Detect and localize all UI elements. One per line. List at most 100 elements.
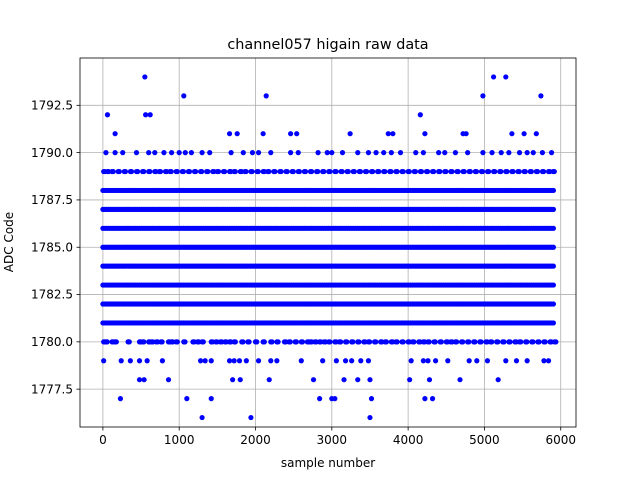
data-point: [299, 339, 306, 345]
data-point: [302, 168, 309, 175]
data-point: [208, 396, 214, 402]
data-point: [407, 377, 413, 383]
data-point: [480, 93, 486, 99]
data-point: [411, 339, 417, 345]
data-point: [208, 358, 214, 364]
data-point: [367, 377, 373, 383]
y-tick-label: 1780.0: [31, 335, 73, 349]
data-point: [390, 131, 396, 137]
data-point: [350, 339, 356, 345]
data-point: [181, 93, 187, 99]
data-point: [443, 168, 449, 175]
data-point: [226, 131, 233, 137]
data-point: [550, 320, 557, 326]
data-point: [135, 168, 141, 175]
data-point: [373, 150, 379, 156]
data-point: [533, 131, 539, 137]
data-point: [232, 339, 238, 345]
data-point: [142, 74, 148, 80]
data-point: [528, 168, 535, 175]
data-point: [207, 150, 213, 156]
data-point: [438, 339, 444, 345]
data-point: [236, 358, 243, 364]
data-point: [518, 339, 524, 345]
data-point: [408, 358, 414, 364]
data-point: [339, 168, 345, 175]
data-point: [507, 339, 513, 345]
data-point: [274, 358, 280, 364]
data-point: [542, 339, 548, 345]
data-point: [461, 168, 467, 175]
data-point: [400, 339, 406, 345]
y-tick-label: 1782.5: [31, 288, 73, 302]
chart-title: channel057 higain raw data: [227, 37, 428, 53]
data-point: [425, 358, 431, 364]
data-point: [550, 263, 557, 269]
data-point: [320, 358, 326, 364]
data-point: [420, 358, 426, 364]
data-point: [339, 150, 346, 156]
data-point: [141, 168, 147, 175]
data-point: [357, 168, 364, 175]
data-point: [429, 396, 436, 402]
data-point: [321, 168, 327, 175]
data-point: [541, 168, 547, 175]
data-point: [174, 339, 180, 345]
x-tick-label: 1000: [164, 433, 195, 447]
data-point: [293, 339, 300, 345]
data-point: [205, 168, 211, 175]
data-point: [165, 377, 172, 383]
data-point: [288, 150, 294, 156]
data-point: [126, 339, 132, 345]
data-point: [263, 93, 269, 99]
data-point: [345, 168, 351, 175]
data-point: [376, 168, 382, 175]
x-tick-label: 0: [99, 433, 107, 447]
data-point: [199, 168, 205, 175]
data-point: [120, 150, 126, 156]
data-point: [136, 377, 143, 383]
data-point: [484, 358, 491, 364]
data-point: [432, 339, 438, 345]
data-point: [222, 168, 228, 175]
data-point: [182, 150, 188, 156]
data-point: [513, 358, 520, 364]
data-point: [199, 414, 205, 421]
data-point: [503, 358, 509, 364]
data-point: [466, 358, 472, 364]
data-point: [268, 150, 274, 156]
data-point: [486, 168, 492, 175]
x-tick-label: 5000: [469, 433, 500, 447]
data-point: [249, 150, 256, 156]
data-point: [255, 358, 262, 364]
data-point: [332, 396, 338, 402]
data-point: [454, 339, 460, 345]
data-point: [442, 150, 448, 156]
data-point: [550, 187, 557, 194]
data-point: [349, 358, 355, 364]
data-point: [122, 168, 129, 175]
data-point: [275, 339, 281, 345]
data-point: [368, 396, 375, 402]
data-point: [112, 150, 118, 156]
data-point: [356, 339, 362, 345]
y-axis-ticks: 1777.5 1780.0 1782.5 1785.0 1787.5 1790.0 1792…: [31, 99, 80, 396]
y-tick-label: 1790.0: [31, 146, 73, 160]
data-point: [510, 168, 516, 175]
data-point: [534, 168, 541, 175]
data-point: [418, 168, 425, 175]
data-point: [412, 168, 419, 175]
data-point: [200, 339, 206, 345]
data-point: [449, 168, 455, 175]
data-point: [355, 150, 361, 156]
data-point: [455, 168, 461, 175]
data-point: [504, 168, 510, 175]
data-point: [394, 168, 400, 175]
data-point: [101, 358, 107, 364]
data-point: [261, 339, 267, 345]
data-point: [467, 168, 473, 175]
data-point: [474, 358, 480, 364]
data-point: [136, 358, 143, 364]
data-point: [116, 168, 122, 175]
data-point: [254, 339, 260, 345]
